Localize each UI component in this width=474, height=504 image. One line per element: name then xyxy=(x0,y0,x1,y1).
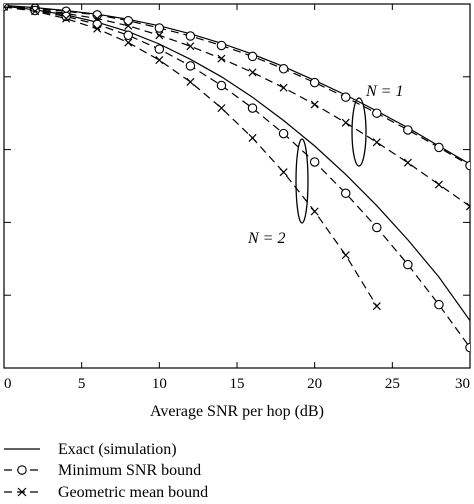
point-n2-cross-22 xyxy=(341,251,350,260)
x-tick-label-30: 30 xyxy=(455,376,470,392)
x-tick-label-15: 15 xyxy=(230,376,245,392)
point-n1-cross-12 xyxy=(186,42,195,51)
point-n1-cross-8 xyxy=(124,21,133,30)
point-n1-circle-18 xyxy=(278,64,289,74)
point-n2-circle-8 xyxy=(123,30,134,41)
x-axis-label: Average SNR per hop (dB) xyxy=(150,403,324,420)
point-n2-cross-4 xyxy=(62,14,71,23)
point-n2-cross-12 xyxy=(186,77,195,86)
x-tick-label-25: 25 xyxy=(385,376,400,392)
point-n2-circle-18 xyxy=(278,128,289,139)
legend-marker-min-snr xyxy=(17,465,27,475)
series-group xyxy=(4,4,470,353)
x-tick-label-10: 10 xyxy=(152,376,167,392)
legend-label-exact: Exact (simulation) xyxy=(58,441,177,458)
point-n1-circle-10 xyxy=(154,23,165,33)
point-n1-cross-22 xyxy=(341,118,350,127)
legend-marker-geo-mean xyxy=(17,487,27,497)
point-n2-cross-20 xyxy=(310,207,319,216)
point-n1-circle-20 xyxy=(309,77,320,88)
legend-label-min-snr: Minimum SNR bound xyxy=(58,462,201,479)
x-tick-label-0: 0 xyxy=(4,376,12,392)
point-n2-cross-0 xyxy=(4,4,9,11)
point-n1-circle-8 xyxy=(123,15,134,26)
series-line-n1-circle-1 xyxy=(4,5,470,167)
point-n2-circle-30 xyxy=(465,342,470,353)
plot-frame xyxy=(3,3,471,369)
series-line-n1-none-0 xyxy=(4,4,470,165)
point-n1-cross-16 xyxy=(248,68,257,77)
point-n1-circle-16 xyxy=(247,51,258,62)
legend: Exact (simulation) Minimum SNR bound Geo… xyxy=(4,441,208,501)
series-line-n1-cross-2 xyxy=(4,5,470,207)
point-n1-cross-28 xyxy=(434,180,443,189)
point-n1-circle-22 xyxy=(340,92,351,102)
point-n1-circle-26 xyxy=(403,125,413,135)
point-n2-circle-20 xyxy=(309,157,320,167)
point-n2-cross-24 xyxy=(372,302,381,311)
point-n1-circle-30 xyxy=(465,160,470,171)
point-n1-cross-20 xyxy=(310,100,319,109)
point-n2-cross-14 xyxy=(217,104,226,113)
series-line-n2-circle-4 xyxy=(4,5,470,348)
point-n2-circle-16 xyxy=(247,103,258,113)
n2-annotation: N = 2 xyxy=(247,230,285,247)
point-n2-cross-2 xyxy=(31,7,40,16)
point-n1-cross-30 xyxy=(465,202,470,211)
point-n2-circle-12 xyxy=(185,61,196,71)
point-n2-circle-14 xyxy=(216,80,227,91)
y-ticks xyxy=(4,76,470,296)
annotations: N = 1 N = 2 xyxy=(247,83,403,247)
series-line-n2-none-3 xyxy=(4,5,470,322)
point-n1-circle-14 xyxy=(216,40,227,51)
n1-annotation: N = 1 xyxy=(365,83,403,100)
point-n2-cross-6 xyxy=(93,24,102,33)
x-tick-label-20: 20 xyxy=(307,376,322,392)
n2-group-ellipse xyxy=(295,138,309,224)
point-n2-cross-8 xyxy=(124,38,133,47)
point-n1-cross-24 xyxy=(372,138,381,147)
point-n1-cross-10 xyxy=(155,31,164,40)
point-n2-circle-24 xyxy=(372,222,382,233)
point-n2-circle-28 xyxy=(434,299,444,310)
point-n1-cross-26 xyxy=(403,158,412,167)
point-n2-circle-26 xyxy=(403,259,413,270)
point-n2-cross-16 xyxy=(248,133,257,142)
point-n2-circle-10 xyxy=(154,44,165,54)
point-n1-cross-14 xyxy=(217,54,226,63)
point-n2-circle-22 xyxy=(340,188,351,199)
point-n2-circle-4 xyxy=(61,11,71,22)
point-n1-circle-24 xyxy=(372,108,382,118)
legend-label-geo-mean: Geometric mean bound xyxy=(58,484,208,499)
n1-group-ellipse xyxy=(351,97,367,167)
point-n2-cross-18 xyxy=(279,168,288,177)
point-n1-circle-12 xyxy=(185,31,196,41)
series-line-n2-cross-5 xyxy=(4,6,378,307)
point-n1-circle-28 xyxy=(434,142,444,153)
x-ticks: 0 5 10 15 20 25 30 xyxy=(3,4,471,392)
point-n1-cross-18 xyxy=(279,83,288,92)
x-tick-label-5: 5 xyxy=(78,376,86,392)
point-n2-cross-10 xyxy=(155,56,164,65)
